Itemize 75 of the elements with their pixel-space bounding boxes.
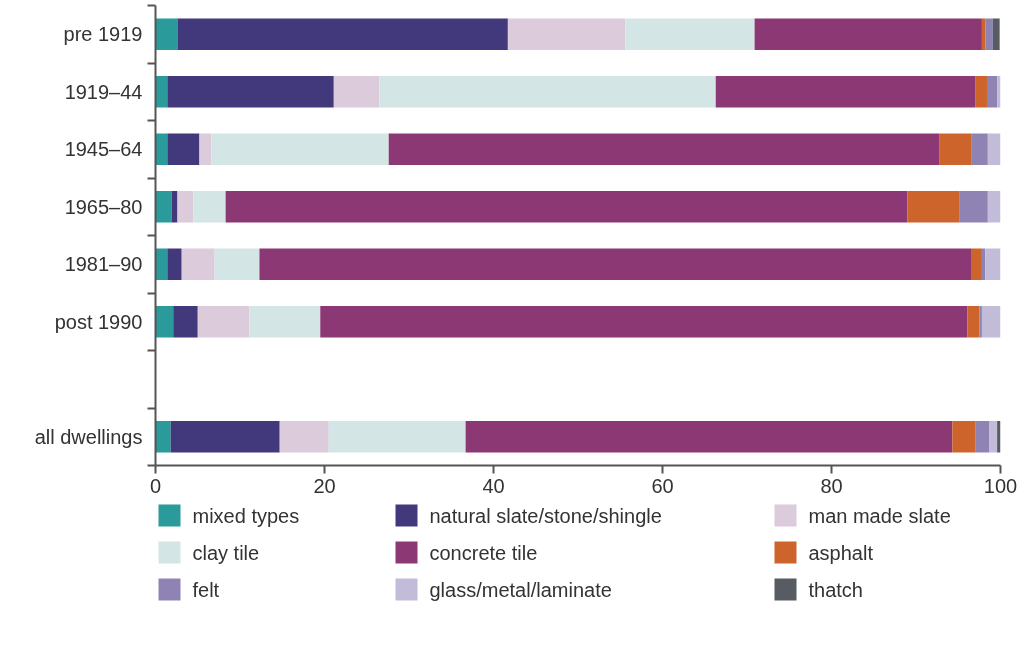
bar: [981, 18, 986, 51]
bar: [754, 18, 982, 51]
bar: [225, 190, 908, 223]
legend-label: felt: [192, 578, 220, 601]
legend-label: natural slate/stone/shingle: [429, 504, 662, 527]
bar: [279, 420, 329, 453]
bar: [388, 133, 940, 166]
bar: [985, 248, 1001, 281]
bar: [177, 18, 508, 51]
x-tick-label: 20: [313, 474, 336, 497]
bar: [997, 420, 1001, 453]
bar: [625, 18, 755, 51]
x-tick-label: 80: [820, 474, 843, 497]
bar: [379, 75, 716, 108]
legend-label: man made slate: [808, 504, 951, 527]
legend-label: mixed types: [192, 504, 300, 527]
x-tick-label: 100: [983, 474, 1018, 497]
x-tick-label: 40: [482, 474, 505, 497]
bar: [197, 305, 250, 338]
bar: [465, 420, 953, 453]
y-tick-label: 1981–90: [64, 253, 143, 276]
bar: [249, 305, 321, 338]
x-tick-label: 0: [149, 474, 162, 497]
y-tick-label: pre 1919: [63, 23, 143, 46]
bar: [715, 75, 976, 108]
bar: [328, 420, 466, 453]
legend-label: thatch: [808, 578, 863, 601]
bar: [975, 420, 990, 453]
bar: [987, 190, 1001, 223]
y-tick-label: 1945–64: [64, 138, 143, 161]
y-tick-label: 1919–44: [64, 80, 143, 103]
bar: [211, 133, 389, 166]
bar: [981, 305, 1001, 338]
y-tick-label: post 1990: [54, 310, 143, 333]
bar: [181, 248, 215, 281]
bar: [214, 248, 260, 281]
bar: [907, 190, 960, 223]
bar: [975, 75, 987, 108]
bar: [170, 420, 280, 453]
bar: [952, 420, 976, 453]
bar: [193, 190, 226, 223]
bar: [967, 305, 980, 338]
legend-label: clay tile: [192, 541, 260, 564]
bar: [155, 420, 171, 453]
bar: [199, 133, 212, 166]
bar: [155, 190, 172, 223]
bar: [981, 248, 986, 281]
legend-label: asphalt: [808, 541, 874, 564]
bar: [507, 18, 626, 51]
x-tick-label: 60: [651, 474, 674, 497]
y-tick-label: all dwellings: [34, 425, 143, 448]
bar: [167, 248, 182, 281]
bar: [986, 75, 998, 108]
bar: [173, 305, 198, 338]
bar: [320, 305, 968, 338]
bar: [259, 248, 972, 281]
bar: [979, 305, 982, 338]
bar: [177, 190, 194, 223]
bar: [167, 75, 334, 108]
bar: [333, 75, 380, 108]
bar: [992, 18, 1000, 51]
bar: [987, 133, 1001, 166]
bar: [985, 18, 993, 51]
bar: [971, 133, 988, 166]
legend-label: concrete tile: [429, 541, 538, 564]
bar: [155, 18, 178, 51]
bar: [939, 133, 972, 166]
bar: [959, 190, 988, 223]
y-tick-label: 1965–80: [64, 195, 143, 218]
bar: [167, 133, 200, 166]
legend-label: glass/metal/laminate: [429, 578, 612, 601]
bar: [971, 248, 982, 281]
bar: [155, 305, 174, 338]
bar: [989, 420, 998, 453]
bar: [997, 75, 1001, 108]
